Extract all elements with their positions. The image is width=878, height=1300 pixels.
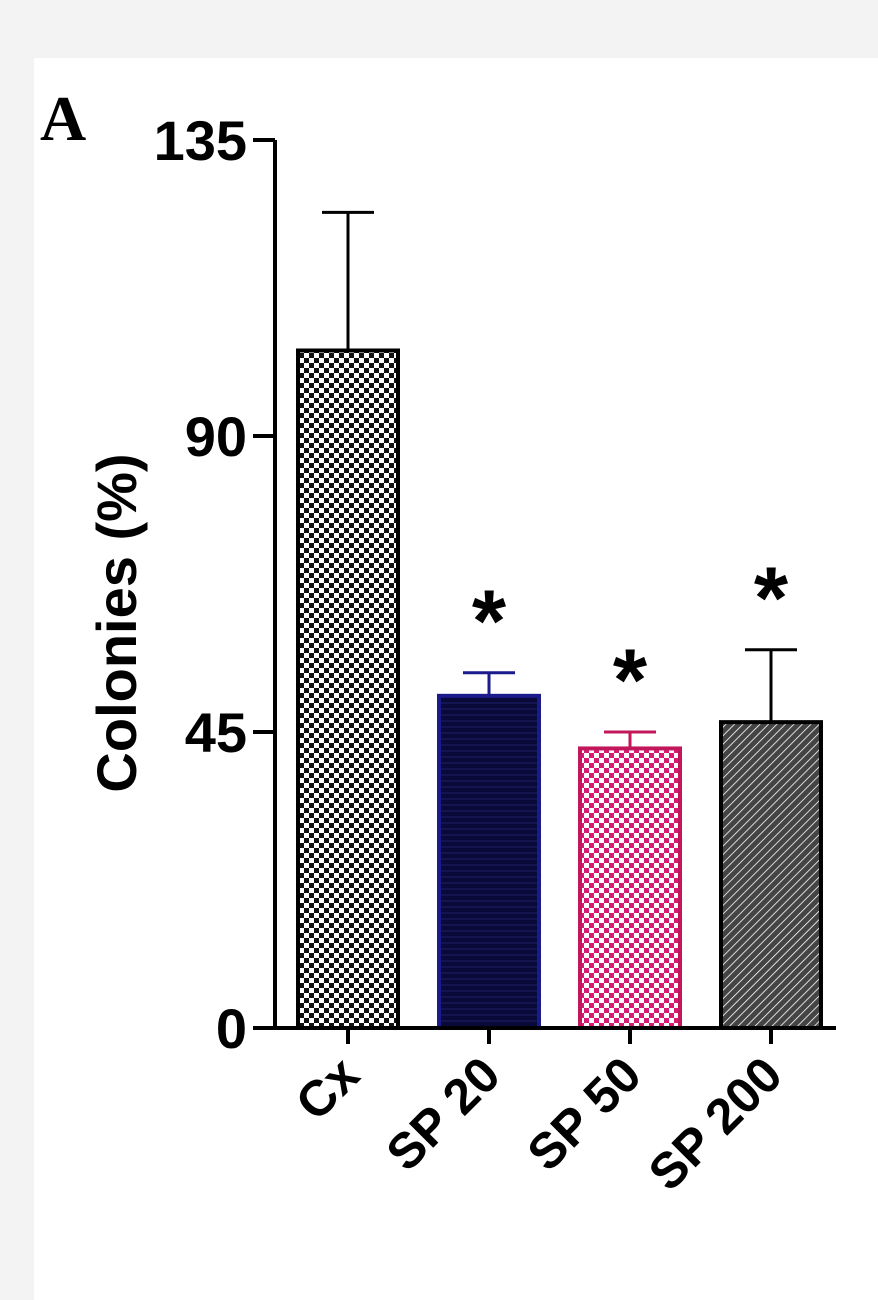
bars-group	[296, 348, 823, 1031]
significance-marker: *	[613, 630, 648, 729]
y-axis-ticks: 0 45 90 135	[154, 109, 275, 1060]
significance-markers-group: * * *	[472, 548, 789, 729]
significance-marker: *	[472, 571, 507, 670]
y-tick-label: 45	[185, 701, 247, 764]
error-bars-group	[322, 210, 797, 749]
y-axis-label: Colonies (%)	[85, 453, 148, 792]
bar-sp-200	[719, 720, 823, 1031]
x-tick-label: SP 200	[638, 1046, 793, 1201]
bar-sp-50	[578, 746, 682, 1030]
panel-label: A	[40, 83, 86, 154]
figure-panel: A Colonies (%) 0 45 90 135 * * * Cx SP 20 SP 50…	[34, 58, 878, 1300]
significance-marker: *	[754, 548, 789, 647]
bar-cx	[296, 348, 400, 1030]
x-tick-label: SP 50	[516, 1046, 651, 1181]
x-tick-label: SP 20	[375, 1046, 510, 1181]
x-tick-label: Cx	[285, 1046, 370, 1131]
y-tick-label: 0	[216, 997, 247, 1060]
y-tick-label: 135	[154, 109, 247, 172]
bar-sp-20	[437, 693, 541, 1030]
axes-group	[273, 140, 836, 1030]
y-tick-label: 90	[185, 405, 247, 468]
bar-chart: A Colonies (%) 0 45 90 135 * * * Cx SP 20 SP 50…	[40, 83, 836, 1201]
